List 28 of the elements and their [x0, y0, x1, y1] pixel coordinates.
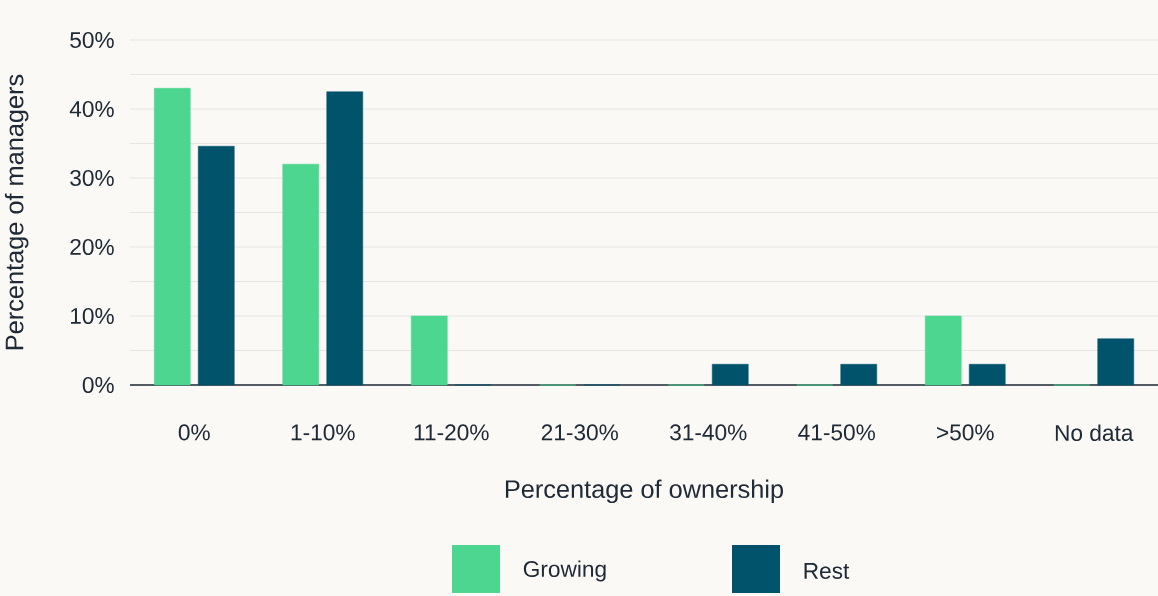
bar — [153, 88, 191, 386]
x-tick-label: 1-10% — [291, 424, 355, 441]
bar — [968, 364, 1006, 386]
bar — [410, 315, 448, 386]
bar — [840, 364, 878, 386]
bar — [282, 163, 320, 386]
y-tick-label: 0% — [82, 376, 114, 394]
x-tick-label: 31-40% — [670, 424, 747, 441]
y-tick-label: 30% — [70, 169, 114, 187]
x-tick-label: >50% — [937, 424, 994, 441]
y-tick-label: 20% — [70, 238, 114, 256]
legend-label: Rest — [804, 563, 850, 579]
y-axis-title: Percentage of managers — [4, 74, 29, 350]
x-tick-label: 21-30% — [541, 424, 618, 441]
x-tick-label: 11-20% — [414, 424, 489, 441]
bar — [197, 145, 235, 386]
x-tick-label: 0% — [178, 424, 210, 441]
y-tick-label: 50% — [70, 31, 114, 49]
bar — [711, 364, 749, 386]
bar — [1097, 338, 1135, 386]
legend-label: Growing — [523, 560, 606, 582]
y-tick-label: 40% — [69, 100, 114, 118]
bar — [326, 91, 364, 386]
x-tick-label: No data — [1055, 424, 1134, 442]
x-axis-title: Percentage of ownership — [505, 479, 783, 504]
y-tick-label: 10% — [71, 307, 114, 325]
x-tick-label: 41-50% — [798, 424, 875, 441]
bar — [924, 315, 962, 386]
